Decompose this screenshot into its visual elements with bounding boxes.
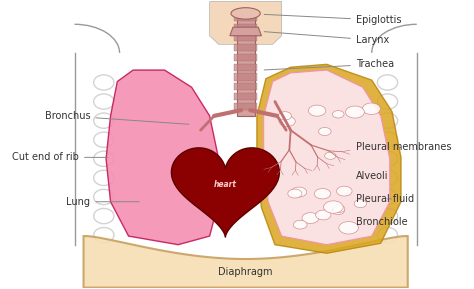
Text: Diaphragm: Diaphragm xyxy=(219,267,273,277)
Text: heart: heart xyxy=(214,180,237,189)
Circle shape xyxy=(333,205,345,212)
Polygon shape xyxy=(230,27,261,36)
Polygon shape xyxy=(234,54,257,61)
Circle shape xyxy=(316,210,331,220)
Polygon shape xyxy=(264,70,390,245)
Polygon shape xyxy=(234,24,257,31)
Text: Alveoli: Alveoli xyxy=(356,171,389,181)
Text: Trachea: Trachea xyxy=(264,59,394,70)
Circle shape xyxy=(339,222,358,234)
Polygon shape xyxy=(83,236,408,288)
Circle shape xyxy=(346,106,365,118)
Circle shape xyxy=(332,111,344,118)
Circle shape xyxy=(319,127,331,136)
Circle shape xyxy=(325,152,336,159)
Polygon shape xyxy=(234,14,257,21)
Circle shape xyxy=(278,112,292,120)
Polygon shape xyxy=(234,83,257,90)
Polygon shape xyxy=(237,16,255,116)
Text: Larynx: Larynx xyxy=(264,32,389,45)
Circle shape xyxy=(288,189,302,198)
Text: Lung: Lung xyxy=(66,197,139,207)
Text: Pleural membranes: Pleural membranes xyxy=(356,142,451,152)
Text: Bronchiole: Bronchiole xyxy=(356,217,408,227)
Polygon shape xyxy=(106,70,219,245)
Circle shape xyxy=(324,201,343,213)
Ellipse shape xyxy=(231,8,260,19)
Circle shape xyxy=(279,116,295,127)
Circle shape xyxy=(332,207,345,215)
Text: Epiglottis: Epiglottis xyxy=(264,14,401,25)
Circle shape xyxy=(362,103,381,114)
Circle shape xyxy=(309,105,326,116)
Polygon shape xyxy=(257,64,401,253)
Text: Bronchus: Bronchus xyxy=(45,111,189,124)
Polygon shape xyxy=(234,93,257,100)
Polygon shape xyxy=(172,148,279,237)
Circle shape xyxy=(337,186,352,196)
Circle shape xyxy=(293,220,307,229)
Circle shape xyxy=(314,188,331,199)
Polygon shape xyxy=(210,1,282,44)
Circle shape xyxy=(302,213,319,223)
Polygon shape xyxy=(234,73,257,81)
Polygon shape xyxy=(234,34,257,41)
Polygon shape xyxy=(234,64,257,71)
Text: Cut end of rib: Cut end of rib xyxy=(12,152,108,162)
Circle shape xyxy=(354,200,366,208)
Circle shape xyxy=(291,187,307,197)
Polygon shape xyxy=(234,44,257,51)
Text: Pleural fluid: Pleural fluid xyxy=(356,194,414,204)
Polygon shape xyxy=(234,103,257,110)
